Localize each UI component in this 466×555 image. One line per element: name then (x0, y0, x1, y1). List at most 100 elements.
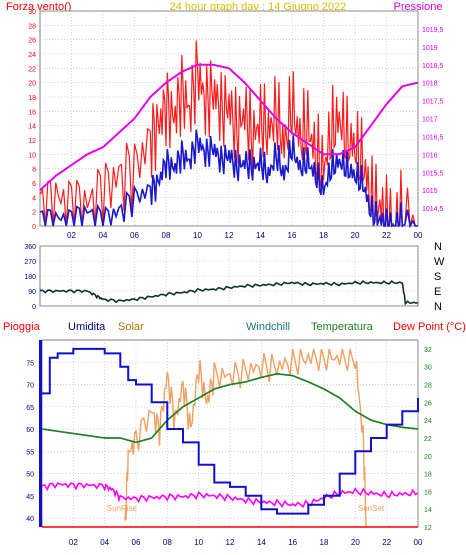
solar-legend: Solar (118, 321, 144, 333)
sunrise-label: SunRise (107, 504, 138, 513)
compass-label: N (434, 301, 442, 313)
top-left-tick-label: 26 (28, 38, 36, 45)
top-left-tick-label: 8 (32, 167, 36, 174)
top-right-tick-label: 1019 (422, 45, 438, 52)
bottom-x-tick-label: 14 (257, 538, 266, 547)
top-right-tick-label: 1015,5 (422, 170, 444, 177)
bottom-left-tick-label: 65 (26, 405, 34, 412)
top-x-tick-label: 12 (225, 231, 234, 240)
top-right-tick-label: 1017 (422, 117, 438, 124)
bottom-x-tick-label: 16 (288, 538, 297, 547)
top-right-tick-label: 1016 (422, 152, 438, 159)
dewpoint-legend: Dew Point (°C) (393, 321, 466, 333)
top-x-tick-label: 00 (414, 231, 423, 240)
humidity-legend: Umidita (68, 321, 106, 333)
top-right-tick-label: 1016,5 (422, 134, 444, 141)
top-right-tick-label: 1014,5 (422, 206, 444, 213)
bottom-x-tick-label: 10 (194, 538, 203, 547)
top-left-tick-label: 4 (32, 195, 36, 202)
wind-pressure-chart: 02 04 06 08 10 12 14 16 18 20 22 000246810121416182… (28, 9, 443, 240)
bottom-right-tick-label: 18 (424, 472, 432, 479)
mid-tick-label: 270 (24, 259, 36, 266)
chart-title: 24 hour graph day : 14 Giugno 2022 (170, 1, 347, 13)
compass-label: E (434, 286, 441, 298)
compass-label: N (434, 241, 442, 253)
top-x-tick-label: 14 (256, 231, 265, 240)
bottom-x-tick-label: 18 (320, 538, 329, 547)
top-left-tick-label: 2 (32, 210, 36, 217)
bottom-right-tick-label: 26 (424, 400, 432, 407)
pressure-axis-title: Pressione (394, 1, 443, 13)
top-left-tick-label: 30 (28, 9, 36, 16)
top-right-tick-label: 1015 (422, 188, 438, 195)
bottom-right-tick-label: 20 (424, 454, 432, 461)
top-x-tick-label: 04 (99, 231, 108, 240)
top-x-tick-label: 22 (382, 231, 391, 240)
mid-tick-label: 180 (24, 274, 36, 281)
bottom-left-tick-label: 45 (26, 494, 34, 501)
temperature-legend: Temperatura (311, 321, 374, 333)
bottom-right-tick-label: 32 (424, 347, 432, 354)
bottom-x-tick-label: 00 (414, 538, 423, 547)
top-x-tick-label: 16 (288, 231, 297, 240)
top-plot-area (39, 10, 419, 227)
top-right-tick-label: 1018,5 (422, 63, 444, 70)
dewpoint-line (41, 482, 419, 509)
bottom-x-tick-label: 08 (163, 538, 172, 547)
bottom-right-tick-label: 30 (424, 365, 432, 372)
wind-direction-line (39, 280, 419, 306)
bottom-left-tick-label: 40 (26, 516, 34, 523)
mid-tick-label: 90 (28, 289, 36, 296)
mid-tick-label: 0 (32, 304, 36, 311)
bottom-right-tick-label: 28 (424, 383, 432, 390)
temperature-line (41, 372, 419, 444)
bottom-x-tick-label: 02 (69, 538, 78, 547)
top-left-tick-label: 10 (28, 152, 36, 159)
top-right-tick-label: 1019,5 (422, 27, 444, 34)
bottom-right-tick-label: 24 (424, 418, 432, 425)
compass-label: S (434, 271, 441, 283)
rain-axis-bar (39, 340, 42, 527)
top-x-tick-label: 02 (67, 231, 76, 240)
bottom-left-tick-label: 55 (26, 449, 34, 456)
top-x-tick-label: 18 (319, 231, 328, 240)
bottom-right-tick-label: 16 (424, 489, 432, 496)
compass-label: W (434, 256, 445, 268)
sunset-label: SunSet (358, 504, 385, 513)
top-x-tick-label: 06 (130, 231, 139, 240)
top-x-tick-label: 10 (193, 231, 202, 240)
bottom-x-tick-label: 04 (100, 538, 109, 547)
top-left-tick-label: 24 (28, 52, 36, 59)
bottom-x-tick-label: 22 (382, 538, 391, 547)
bottom-x-tick-label: 06 (132, 538, 141, 547)
wind-avg-line (39, 129, 418, 229)
wind-axis-title: Forza vento() (6, 1, 71, 13)
top-left-tick-label: 12 (28, 138, 36, 145)
bottom-right-tick-label: 22 (424, 436, 432, 443)
top-left-tick-label: 20 (28, 81, 36, 88)
top-left-tick-label: 22 (28, 66, 36, 73)
bottom-right-tick-label: 14 (424, 507, 432, 514)
top-left-tick-label: 14 (28, 124, 36, 131)
windchill-legend: Windchill (246, 321, 290, 333)
top-left-tick-label: 18 (28, 95, 36, 102)
solar-line (124, 348, 367, 528)
top-right-tick-label: 1017,5 (422, 99, 444, 106)
top-x-tick-label: 20 (351, 231, 360, 240)
bottom-left-tick-label: 75 (26, 360, 34, 367)
top-x-tick-label: 08 (162, 231, 171, 240)
bottom-left-tick-label: 60 (26, 427, 34, 434)
humidity-line (42, 347, 419, 515)
top-left-tick-label: 0 (32, 224, 36, 231)
bottom-right-tick-label: 12 (424, 525, 432, 532)
top-left-tick-label: 28 (28, 23, 36, 30)
mid-tick-label: 360 (24, 244, 36, 251)
rain-axis-title: Pioggia (3, 321, 41, 333)
bottom-left-tick-label: 70 (26, 383, 34, 390)
temperature-humidity-chart: 02 04 06 08 10 12 14 16 18 20 22 00 40 45 50 55 60 65 70 75… (26, 339, 432, 547)
bottom-x-tick-label: 12 (226, 538, 235, 547)
top-left-tick-label: 16 (28, 109, 36, 116)
top-left-tick-label: 6 (32, 181, 36, 188)
